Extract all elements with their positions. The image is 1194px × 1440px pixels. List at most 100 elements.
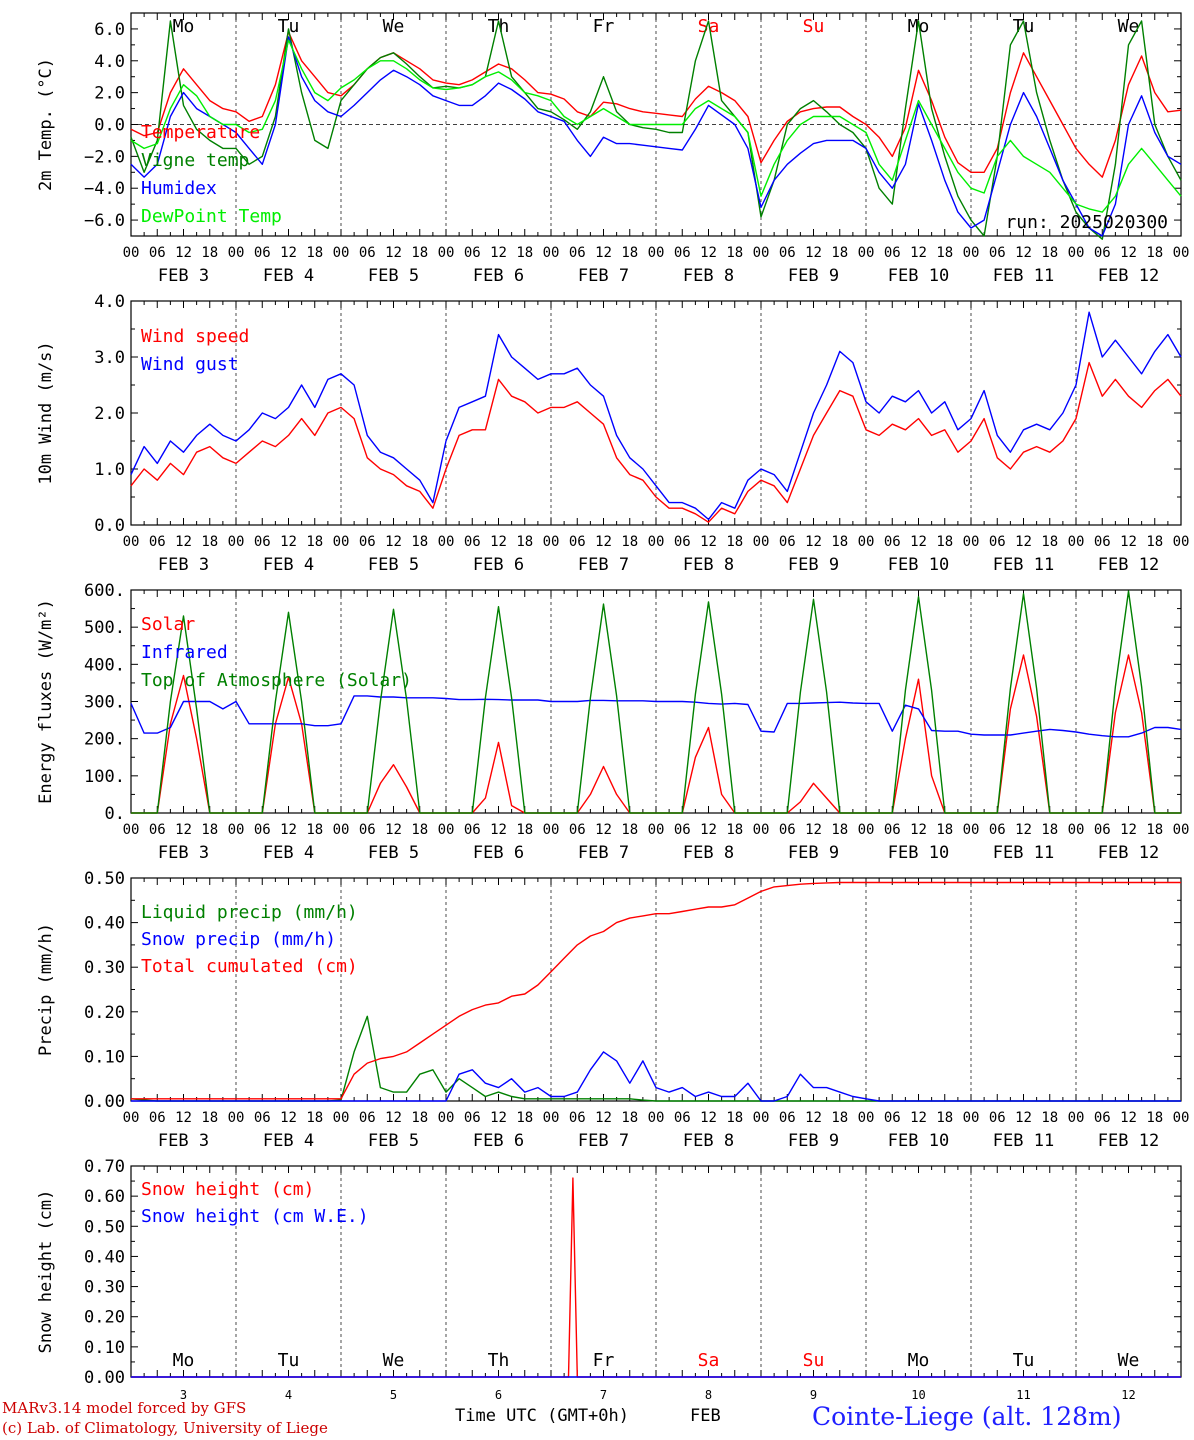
hour-tick-label: 18 (621, 1110, 638, 1126)
legend-entry: Wind speed (141, 326, 249, 347)
day-number-label: 8 (705, 1388, 712, 1402)
hour-tick-label: 18 (1041, 1110, 1058, 1126)
legend-entry: Snow height (cm W.E.) (141, 1206, 369, 1227)
hour-tick-label: 06 (674, 822, 691, 838)
hour-tick-label: 12 (700, 245, 717, 261)
hour-tick-label: 00 (753, 822, 770, 838)
date-label: FEB 3 (158, 1131, 209, 1151)
hour-tick-label: 12 (805, 822, 822, 838)
hour-tick-label: 06 (254, 245, 271, 261)
hour-tick-label: 18 (411, 822, 428, 838)
hour-tick-label: 06 (569, 822, 586, 838)
legend-entry: Top of Atmosphere (Solar) (141, 670, 412, 691)
day-number-label: 4 (285, 1388, 292, 1402)
hour-tick-label: 12 (175, 534, 192, 550)
y-tick-label: 2.0 (94, 404, 125, 424)
date-label: FEB 5 (368, 555, 419, 575)
hour-tick-label: 06 (359, 1110, 376, 1126)
weekday-label: Tu (278, 1350, 300, 1371)
hour-tick-label: 18 (1146, 822, 1163, 838)
y-tick-label: 100. (84, 767, 125, 787)
hour-tick-label: 18 (1041, 822, 1058, 838)
date-label: FEB 6 (473, 843, 524, 863)
hour-tick-label: 06 (989, 1110, 1006, 1126)
hour-tick-label: 18 (1041, 534, 1058, 550)
hour-tick-label: 18 (726, 1110, 743, 1126)
hour-tick-label: 06 (359, 245, 376, 261)
hour-tick-label: 12 (1120, 1110, 1137, 1126)
hour-tick-label: 00 (1068, 822, 1085, 838)
hour-tick-label: 00 (648, 1110, 665, 1126)
hour-tick-label: 12 (280, 1110, 297, 1126)
y-tick-label: 0.40 (84, 1247, 125, 1267)
hour-tick-label: 12 (595, 1110, 612, 1126)
hour-tick-label: 18 (936, 822, 953, 838)
legend-entry: Snow height (cm) (141, 1179, 314, 1200)
hour-tick-label: 00 (753, 534, 770, 550)
series-line-vigne-temp (130, 20, 1182, 240)
day-number-label: 5 (390, 1388, 397, 1402)
hour-tick-label: 18 (1146, 1110, 1163, 1126)
hour-tick-label: 06 (149, 245, 166, 261)
weekday-label: We (1118, 16, 1140, 37)
hour-tick-label: 00 (228, 822, 245, 838)
weekday-label: Mo (173, 1350, 195, 1371)
hour-tick-label: 06 (464, 534, 481, 550)
hour-tick-label: 12 (385, 822, 402, 838)
hour-tick-label: 00 (228, 1110, 245, 1126)
weekday-label: We (383, 16, 405, 37)
hour-tick-label: 12 (490, 822, 507, 838)
y-tick-label: 0.10 (84, 1338, 125, 1358)
hour-tick-label: 00 (858, 1110, 875, 1126)
hour-tick-label: 06 (359, 534, 376, 550)
weekday-label: We (383, 1350, 405, 1371)
hour-tick-label: 12 (175, 822, 192, 838)
run-annotation: run: 2025020300 (1005, 212, 1168, 233)
hour-tick-label: 12 (1015, 245, 1032, 261)
date-label: FEB 6 (473, 555, 524, 575)
y-tick-label: 400. (84, 655, 125, 675)
hour-tick-label: 12 (700, 1110, 717, 1126)
hour-tick-label: 18 (201, 1110, 218, 1126)
date-label: FEB 5 (368, 843, 419, 863)
y-tick-label: 0.20 (84, 1003, 125, 1023)
hour-tick-label: 00 (858, 822, 875, 838)
hour-tick-label: 12 (1120, 534, 1137, 550)
hour-tick-label: 06 (989, 822, 1006, 838)
date-label: FEB 10 (888, 1131, 949, 1151)
date-label: FEB 11 (993, 555, 1054, 575)
hour-tick-label: 06 (989, 245, 1006, 261)
hour-tick-label: 00 (438, 245, 455, 261)
weekday-label: Fr (593, 16, 615, 37)
date-label: FEB 6 (473, 266, 524, 286)
day-number-label: 6 (495, 1388, 502, 1402)
weekday-label: Su (803, 1350, 825, 1371)
date-label: FEB 4 (263, 1131, 314, 1151)
y-tick-label: −6.0 (84, 211, 125, 231)
hour-tick-label: 06 (464, 1110, 481, 1126)
hour-tick-label: 00 (963, 534, 980, 550)
hour-tick-label: 00 (438, 1110, 455, 1126)
y-axis-title: 2m Temp. (°C) (36, 58, 56, 191)
hour-tick-label: 06 (1094, 822, 1111, 838)
date-label: FEB 10 (888, 843, 949, 863)
y-tick-label: 200. (84, 730, 125, 750)
hour-tick-label: 06 (254, 534, 271, 550)
legend-entry: Snow precip (mm/h) (141, 929, 336, 950)
panel-2-frame (130, 300, 1182, 526)
hour-tick-label: 18 (411, 245, 428, 261)
date-label: FEB 9 (788, 266, 839, 286)
hour-tick-label: 12 (1015, 1110, 1032, 1126)
hour-tick-label: 18 (306, 822, 323, 838)
hour-tick-label: 00 (123, 1110, 140, 1126)
date-label: FEB 10 (888, 266, 949, 286)
hour-tick-label: 06 (674, 245, 691, 261)
hour-tick-label: 12 (1015, 534, 1032, 550)
hour-tick-label: 00 (333, 822, 350, 838)
hour-tick-label: 18 (1146, 534, 1163, 550)
date-label: FEB 5 (368, 266, 419, 286)
hour-tick-label: 00 (1173, 1110, 1190, 1126)
series-line-dewpoint-temp (130, 39, 1182, 213)
hour-tick-label: 18 (1041, 245, 1058, 261)
y-tick-label: 0.30 (84, 958, 125, 978)
